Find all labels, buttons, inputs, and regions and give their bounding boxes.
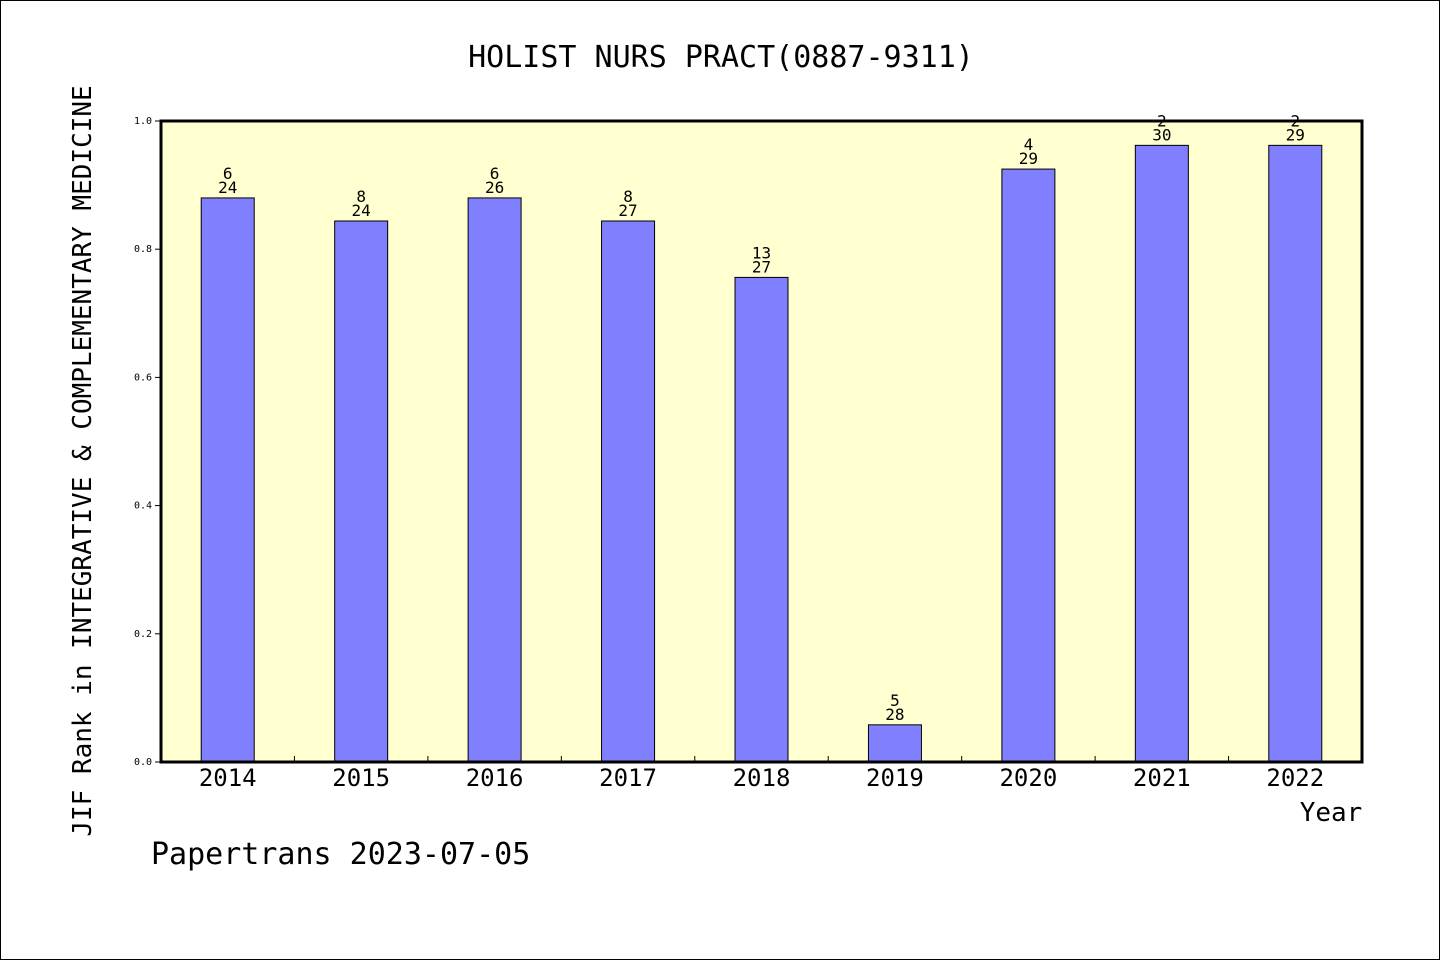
bar-total-label: 28	[885, 705, 904, 724]
bar	[467, 197, 522, 763]
x-tick-label: 2018	[733, 764, 791, 792]
y-tick-label: 0.4	[134, 501, 152, 512]
bar	[601, 220, 656, 763]
bar	[334, 220, 389, 763]
x-axis-title: Year	[1300, 798, 1363, 828]
x-tick-label: 2022	[1266, 764, 1324, 792]
bar-total-label: 27	[752, 257, 771, 276]
bar-rank-label: 13	[752, 243, 771, 262]
bar-rank-label: 6	[223, 164, 233, 183]
y-tick-label: 1.0	[134, 116, 152, 127]
bar-rank-label: 8	[356, 187, 366, 206]
plot-border	[159, 119, 1364, 764]
y-tick-label: 0.0	[134, 757, 152, 768]
y-tick-label: 0.2	[134, 629, 152, 640]
y-tick-label: 0.6	[134, 372, 152, 383]
y-axis-title: JIF Rank in INTEGRATIVE & COMPLEMENTARY …	[68, 85, 98, 836]
bar-total-label: 24	[352, 201, 371, 220]
bar-total-label: 29	[1019, 149, 1038, 168]
x-axis: 2014 2015 2016 2017 2018 2019 2020 2021 2022	[199, 756, 1324, 792]
bar	[1134, 144, 1189, 763]
bar	[734, 276, 789, 763]
bar-total-label: 26	[485, 178, 504, 197]
bar-rank-label: 5	[890, 691, 900, 710]
bar-total-label: 24	[218, 178, 237, 197]
bar-rank-label: 8	[623, 187, 633, 206]
bar	[867, 724, 922, 763]
x-tick-label: 2019	[866, 764, 924, 792]
x-tick-label: 2014	[199, 764, 257, 792]
bar	[200, 197, 255, 763]
x-tick-label: 2016	[466, 764, 524, 792]
y-axis: 0.0 0.2 0.4 0.6 0.8 1.0	[134, 116, 161, 768]
bar-rank-label: 6	[490, 164, 500, 183]
x-tick-label: 2020	[999, 764, 1057, 792]
bar-total-label: 27	[618, 201, 637, 220]
bar-total-label: 30	[1152, 125, 1171, 144]
x-tick-label: 2015	[332, 764, 390, 792]
x-tick-label: 2017	[599, 764, 657, 792]
footer-text: Papertrans 2023-07-05	[151, 837, 530, 872]
bar	[1268, 144, 1323, 763]
bar-rank-label: 4	[1024, 135, 1034, 154]
x-tick-label: 2021	[1133, 764, 1191, 792]
bar	[1001, 168, 1056, 763]
y-tick-label: 0.8	[134, 244, 152, 255]
bar-total-label: 29	[1286, 125, 1305, 144]
chart-title: HOLIST NURS PRACT(0887-9311)	[468, 40, 974, 75]
